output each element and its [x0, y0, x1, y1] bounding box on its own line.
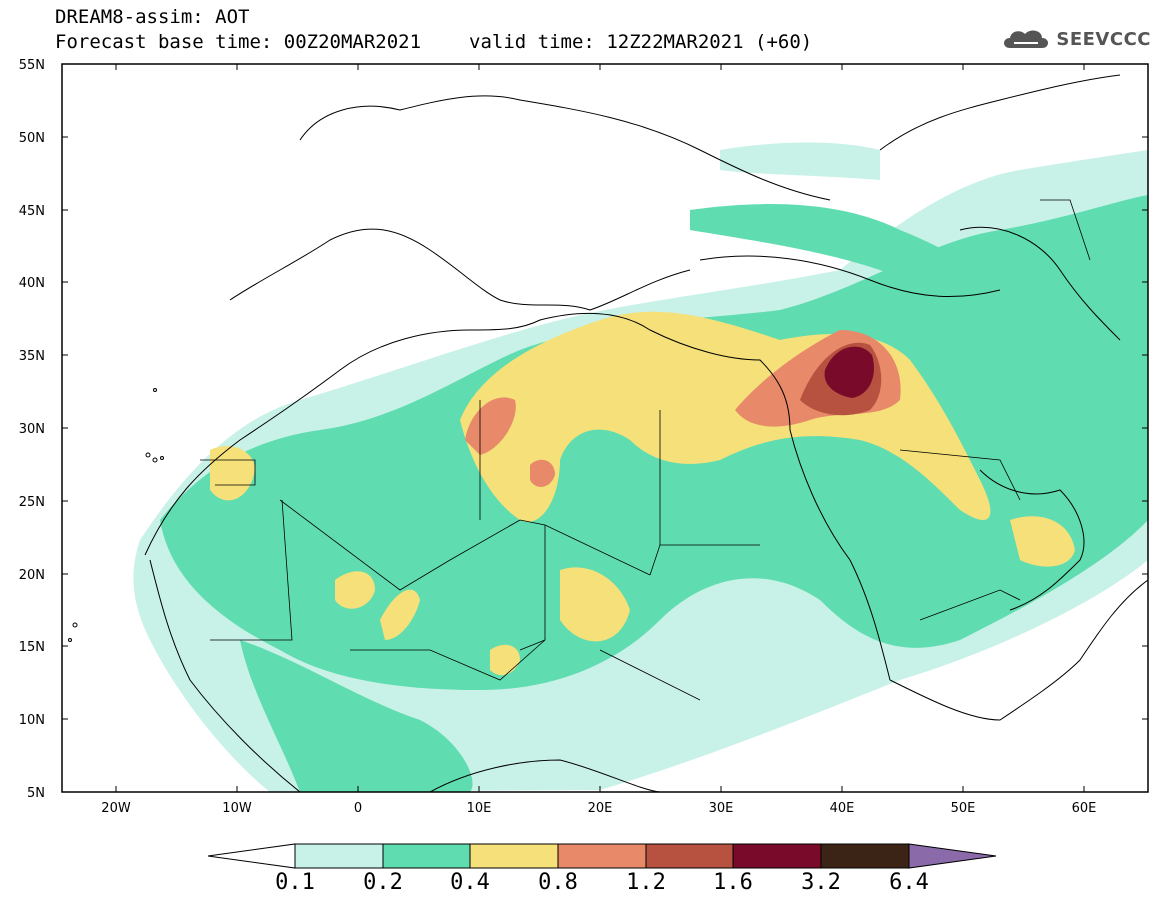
lat-label: 40N — [19, 276, 45, 291]
lat-label: 45N — [19, 204, 45, 219]
lon-label: 30E — [709, 801, 734, 816]
lon-label: 10W — [222, 801, 252, 816]
seevccc-logo: SEEVCCC — [1000, 26, 1151, 52]
logo-text: SEEVCCC — [1056, 28, 1151, 50]
country-borders — [200, 199, 1091, 701]
lon-label: 10E — [467, 801, 492, 816]
lon-labels: 20W 10W 0 10E 20E 30E 40E 50E 60E — [101, 801, 1096, 816]
colorbar-high-arrow — [908, 843, 997, 869]
lat-label: 30N — [19, 422, 45, 437]
lon-label: 50E — [951, 801, 976, 816]
colorbar-label: 3.2 — [801, 870, 841, 895]
colorbar-swatch — [820, 843, 910, 869]
islands — [68, 388, 164, 642]
lat-label: 20N — [19, 568, 45, 583]
lat-label: 35N — [19, 349, 45, 364]
lon-label: 20W — [101, 801, 131, 816]
colorbar-swatch — [732, 843, 822, 869]
lat-labels: 55N 50N 45N 40N 35N 30N 25N 20N 15N 10N … — [19, 58, 45, 801]
lat-label: 15N — [19, 640, 45, 655]
colorbar-labels: 0.1 0.2 0.4 0.8 1.2 1.6 3.2 6.4 — [0, 870, 1165, 896]
colorbar-swatch — [469, 843, 559, 869]
lon-label: 40E — [830, 801, 855, 816]
colorbar-swatch — [645, 843, 734, 869]
lat-label: 10N — [19, 713, 45, 728]
lat-label: 25N — [19, 495, 45, 510]
map-subtitle: Forecast base time: 00Z20MAR2021 valid ti… — [55, 31, 812, 53]
valid-time: valid time: 12Z22MAR2021 (+60) — [469, 31, 813, 53]
lat-label: 5N — [27, 786, 45, 801]
lon-label: 60E — [1072, 801, 1097, 816]
colorbar-label: 1.6 — [713, 870, 753, 895]
colorbar-label: 6.4 — [889, 870, 929, 895]
lon-label: 20E — [588, 801, 613, 816]
colorbar-swatch — [294, 843, 384, 869]
coastlines — [144, 74, 1148, 792]
lat-label: 55N — [19, 58, 45, 73]
lon-ticks — [115, 64, 1085, 792]
colorbar-label: 0.2 — [363, 870, 403, 895]
colorbar-label: 0.8 — [538, 870, 578, 895]
colorbar — [207, 843, 997, 869]
colorbar-swatch — [557, 843, 647, 869]
lat-ticks — [62, 63, 1148, 793]
colorbar-label: 0.1 — [275, 870, 315, 895]
colorbar-label: 1.2 — [626, 870, 666, 895]
forecast-base-time: Forecast base time: 00Z20MAR2021 — [55, 31, 422, 53]
map-title: DREAM8-assim: AOT — [55, 6, 250, 28]
colorbar-label: 0.4 — [450, 870, 490, 895]
cloud-icon — [1004, 30, 1049, 48]
colorbar-low-arrow — [207, 843, 296, 869]
lon-label: 0 — [354, 801, 362, 816]
lat-label: 50N — [19, 131, 45, 146]
colorbar-swatch — [382, 843, 471, 869]
aot-band-3.2 — [824, 346, 874, 398]
